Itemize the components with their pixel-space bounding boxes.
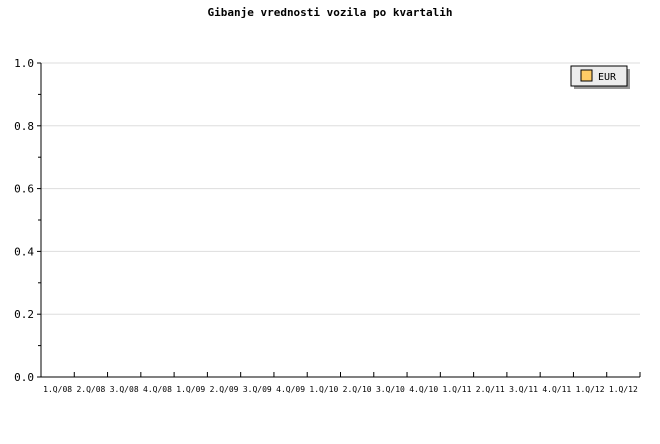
x-tick-label: 1.Q/12 [609,385,638,394]
grid [41,62,640,315]
x-tick-label: 1.Q/09 [176,385,205,394]
y-tick-label: 0.0 [14,371,34,384]
x-tick-label: 3.Q/09 [243,385,272,394]
y-tick-label: 0.6 [14,183,34,196]
x-tick-label: 3.Q/10 [376,385,405,394]
x-tick-label: 2.Q/08 [76,385,105,394]
y-tick-label: 0.4 [14,245,34,258]
y-tick-label: 1.0 [14,57,34,70]
x-tick-label: 1.Q/08 [43,385,72,394]
x-tick-label: 2.Q/11 [476,385,505,394]
chart-title: Gibanje vrednosti vozila po kvartalih [207,6,452,19]
x-tick-label: 4.Q/10 [409,385,438,394]
x-tick-label: 1.Q/11 [443,385,472,394]
x-tick-label: 2.Q/10 [343,385,372,394]
x-tick-label: 2.Q/09 [210,385,239,394]
legend-swatch-eur [580,69,593,82]
x-tick-label: 4.Q/11 [542,385,571,394]
y-tick-label: 0.8 [14,120,34,133]
x-tick-label: 1.Q/12 [576,385,605,394]
legend: EUR [570,65,630,89]
legend-label-eur: EUR [598,72,617,83]
x-tick-label: 3.Q/11 [509,385,538,394]
y-tick-label: 0.2 [14,308,34,321]
axes: 0.0 0.2 0.4 0.6 0.8 1.0 1.Q/08 2.Q/08 3.Q/08 4.Q/… [14,57,641,394]
x-tick-label: 4.Q/09 [276,385,305,394]
x-tick-label: 4.Q/08 [143,385,172,394]
x-tick-label: 3.Q/08 [110,385,139,394]
x-tick-label: 1.Q/10 [309,385,338,394]
